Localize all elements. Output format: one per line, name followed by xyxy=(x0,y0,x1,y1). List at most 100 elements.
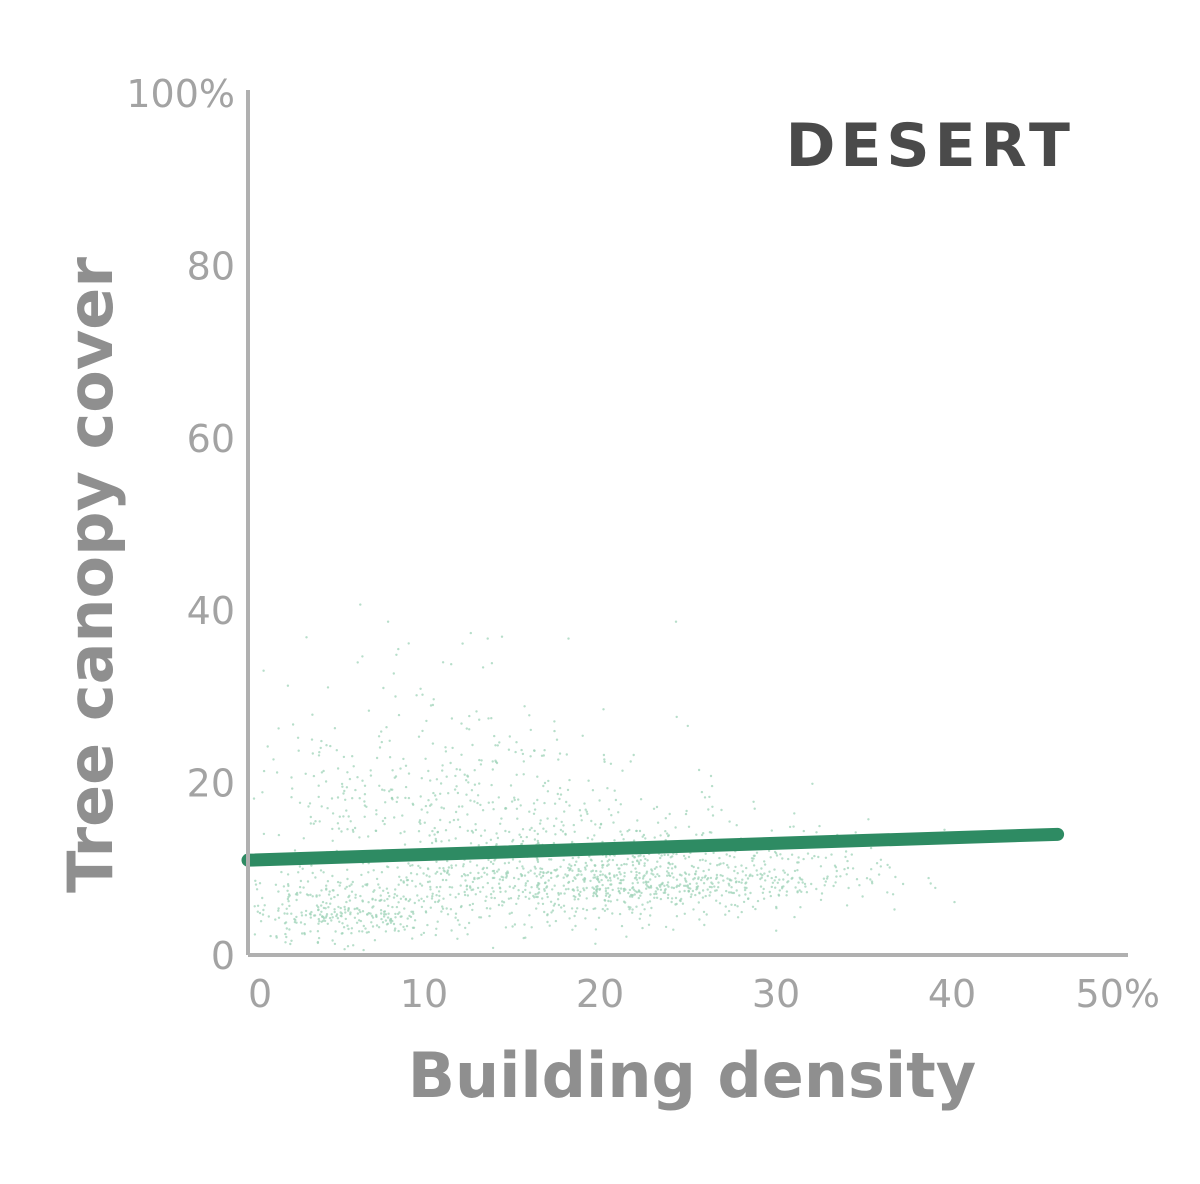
scatter-point xyxy=(728,884,731,887)
scatter-point xyxy=(660,854,663,857)
scatter-point xyxy=(623,871,626,875)
scatter-point xyxy=(557,891,560,895)
scatter-point xyxy=(456,937,459,940)
scatter-point xyxy=(551,888,554,891)
scatter-point xyxy=(797,856,800,859)
scatter-point xyxy=(709,774,713,778)
scatter-point xyxy=(752,854,756,857)
scatter-point xyxy=(518,860,521,863)
scatter-point xyxy=(797,881,800,884)
scatter-point xyxy=(314,820,317,823)
scatter-point xyxy=(341,932,344,935)
scatter-point xyxy=(759,872,762,876)
scatter-point xyxy=(603,899,607,902)
scatter-point xyxy=(424,757,427,760)
scatter-point xyxy=(281,903,284,906)
scatter-point xyxy=(762,897,766,900)
scatter-point xyxy=(602,863,605,867)
scatter-point xyxy=(627,891,630,895)
scatter-point xyxy=(384,801,387,804)
scatter-point xyxy=(444,746,447,749)
scatter-point xyxy=(511,840,514,843)
scatter-point xyxy=(371,925,375,928)
y-tick-labels: 0 20 40 60 80 100% xyxy=(126,72,235,978)
scatter-point xyxy=(819,898,823,902)
scatter-point xyxy=(382,910,386,913)
scatter-point xyxy=(446,871,449,875)
scatter-point xyxy=(768,870,771,873)
scatter-point xyxy=(801,881,804,884)
scatter-point xyxy=(402,757,405,761)
scatter-point xyxy=(554,919,558,923)
scatter-point xyxy=(365,805,368,808)
scatter-point xyxy=(777,894,781,897)
scatter-point xyxy=(554,833,557,836)
scatter-point xyxy=(636,859,639,863)
scatter-point xyxy=(943,828,946,831)
scatter-point xyxy=(290,796,293,799)
scatter-point xyxy=(436,870,439,874)
y-tick-label: 100% xyxy=(126,72,235,116)
x-tick-label: 0 xyxy=(248,972,272,1016)
scatter-point xyxy=(361,885,364,888)
scatter-point xyxy=(462,863,465,866)
scatter-point xyxy=(405,879,409,882)
scatter-point xyxy=(701,876,704,879)
scatter-point xyxy=(751,859,754,863)
scatter-point xyxy=(638,876,641,880)
scatter-point xyxy=(585,810,588,813)
scatter-point xyxy=(623,875,626,878)
scatter-point xyxy=(553,884,556,887)
scatter-point xyxy=(586,836,589,840)
chart-title: DESERT xyxy=(786,111,1075,181)
scatter-point xyxy=(674,903,677,906)
scatter-point xyxy=(329,902,332,905)
scatter-point xyxy=(439,818,442,822)
scatter-point xyxy=(675,715,678,719)
scatter-point xyxy=(256,904,260,907)
scatter-point xyxy=(327,893,331,896)
scatter-point xyxy=(402,925,405,929)
scatter-point xyxy=(446,913,450,916)
scatter-point xyxy=(330,919,333,922)
scatter-point xyxy=(631,864,635,867)
scatter-point xyxy=(389,921,393,924)
scatter-point xyxy=(754,907,757,911)
scatter-point xyxy=(573,898,576,901)
scatter-point xyxy=(567,881,570,884)
scatter-point xyxy=(592,894,595,898)
scatter-point xyxy=(934,886,937,890)
scatter-point xyxy=(403,928,406,931)
scatter-point xyxy=(574,895,577,899)
scatter-point xyxy=(891,893,895,896)
scatter-point xyxy=(573,876,576,879)
scatter-point xyxy=(621,769,624,772)
scatter-point xyxy=(607,863,610,866)
scatter-point xyxy=(309,930,312,933)
scatter-point xyxy=(521,840,525,843)
scatter-point xyxy=(503,862,507,865)
scatter-point xyxy=(439,885,442,889)
scatter-point xyxy=(547,870,550,874)
scatter-point xyxy=(491,946,495,950)
scatter-point xyxy=(419,882,422,885)
scatter-point xyxy=(475,864,479,867)
scatter-point xyxy=(641,903,644,906)
scatter-point xyxy=(451,746,454,750)
scatter-point xyxy=(528,891,532,894)
scatter-point xyxy=(734,881,738,884)
scatter-point xyxy=(424,804,428,808)
scatter-point xyxy=(667,893,670,896)
scatter-point xyxy=(815,831,818,834)
scatter-point xyxy=(386,620,390,623)
scatter-point xyxy=(454,864,458,867)
scatter-point xyxy=(607,899,610,903)
scatter-point xyxy=(655,892,658,895)
scatter-point xyxy=(489,838,493,841)
scatter-point xyxy=(716,864,719,867)
scatter-point xyxy=(463,893,467,897)
scatter-point xyxy=(299,921,303,924)
scatter-point xyxy=(513,923,517,926)
scatter-point xyxy=(705,913,708,916)
scatter-point xyxy=(274,883,278,886)
